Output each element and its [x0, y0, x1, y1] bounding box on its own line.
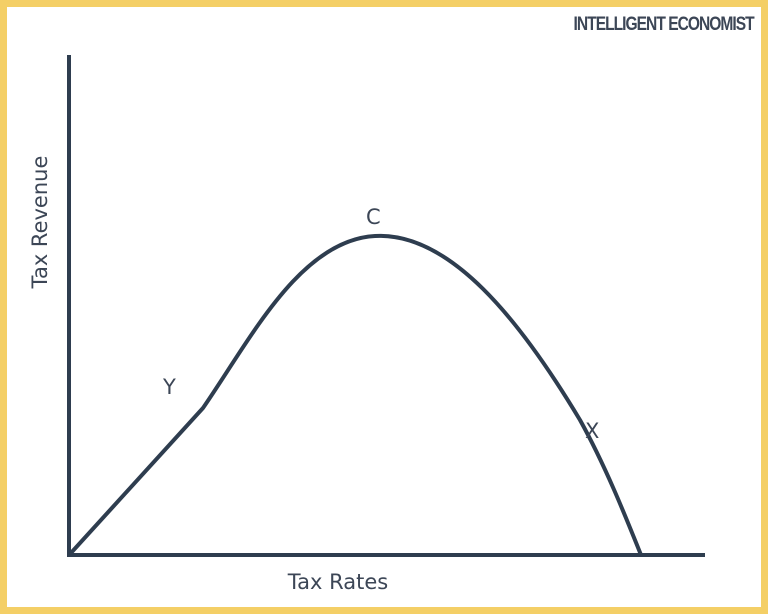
brand-logo: INTELLIGENT ECONOMIST [573, 14, 755, 35]
point-label-c: C [366, 205, 381, 229]
y-axis-label: Tax Revenue [28, 156, 52, 290]
laffer-curve [68, 233, 643, 556]
point-label-x: X [585, 419, 599, 443]
point-label-y: Y [162, 375, 176, 399]
x-axis-label: Tax Rates [287, 570, 388, 594]
chart-frame [7, 7, 761, 607]
